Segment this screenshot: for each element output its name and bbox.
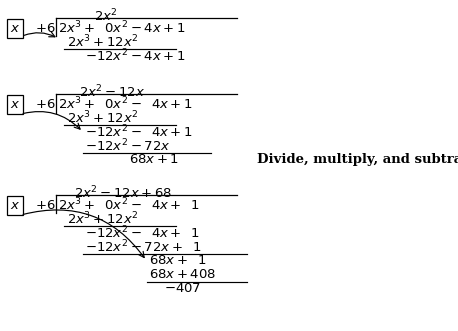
Text: $68x+\;\; 1$: $68x+\;\; 1$ bbox=[149, 254, 207, 267]
Text: $x$: $x$ bbox=[10, 199, 21, 212]
Text: $-12x^2-4x+1$: $-12x^2-4x+1$ bbox=[86, 48, 186, 64]
Text: Divide, multiply, and subtract.: Divide, multiply, and subtract. bbox=[257, 153, 458, 166]
Text: $2x^3+\;\; 0x^2-\;\; 4x+\;\; 1$: $2x^3+\;\; 0x^2-\;\; 4x+\;\; 1$ bbox=[58, 197, 200, 213]
Text: $2x^2-12x+68$: $2x^2-12x+68$ bbox=[74, 184, 172, 201]
Text: $-12x^2-\;\; 4x+\;\; 1$: $-12x^2-\;\; 4x+\;\; 1$ bbox=[86, 225, 201, 241]
Text: $-12x^2-72x+\;\; 1$: $-12x^2-72x+\;\; 1$ bbox=[86, 239, 202, 255]
Text: $68x+408$: $68x+408$ bbox=[149, 268, 217, 281]
Text: $2x^3+12x^2$: $2x^3+12x^2$ bbox=[67, 110, 138, 126]
Text: $2x^2-12x$: $2x^2-12x$ bbox=[79, 83, 145, 100]
Text: $2x^3+12x^2$: $2x^3+12x^2$ bbox=[67, 34, 138, 50]
Text: $+6$: $+6$ bbox=[35, 98, 55, 111]
Text: $68x+1$: $68x+1$ bbox=[129, 153, 179, 166]
Text: $-407$: $-407$ bbox=[164, 282, 202, 295]
Text: $2x^3+\;\; 0x^2-\;\; 4x+1$: $2x^3+\;\; 0x^2-\;\; 4x+1$ bbox=[58, 96, 192, 113]
Text: $+6$: $+6$ bbox=[35, 199, 55, 212]
Text: $-12x^2-72x$: $-12x^2-72x$ bbox=[86, 138, 171, 154]
Text: $2x^3+12x^2$: $2x^3+12x^2$ bbox=[67, 211, 138, 227]
Text: $x$: $x$ bbox=[10, 98, 21, 111]
Text: $2x^2$: $2x^2$ bbox=[94, 7, 118, 24]
Text: $-12x^2-\;\; 4x+1$: $-12x^2-\;\; 4x+1$ bbox=[86, 124, 193, 140]
Text: $+6$: $+6$ bbox=[35, 22, 55, 35]
Text: $2x^3+\;\; 0x^2-4x+1$: $2x^3+\;\; 0x^2-4x+1$ bbox=[58, 20, 185, 36]
Text: $x$: $x$ bbox=[10, 22, 21, 35]
